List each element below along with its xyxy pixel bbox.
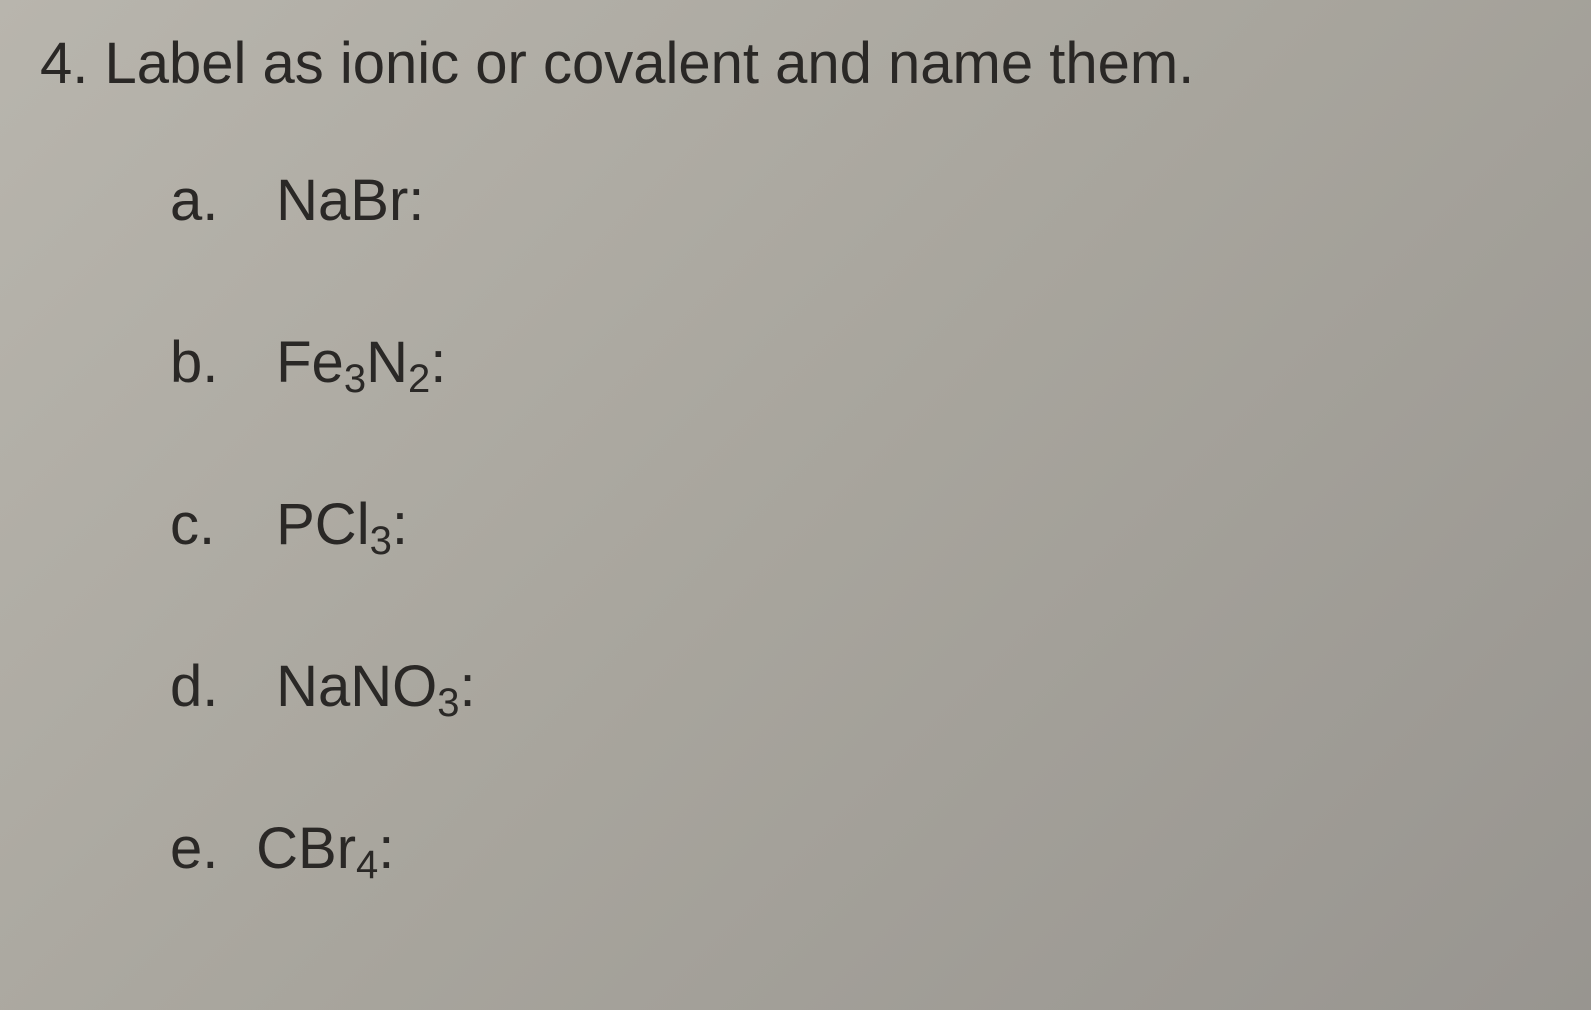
formula-fe3n2: Fe3N2: xyxy=(276,330,446,395)
question-header: 4. Label as ionic or covalent and name t… xyxy=(40,30,1551,97)
item-letter: a. xyxy=(170,167,260,234)
item-e: e. CBr4: xyxy=(170,815,1551,882)
item-b: b. Fe3N2: xyxy=(170,329,1551,396)
item-letter: c. xyxy=(170,491,260,558)
formula-nano3: NaNO3: xyxy=(276,654,476,719)
formula-pcl3: PCl3: xyxy=(276,492,408,557)
question-number: 4. xyxy=(40,31,88,96)
formula-cbr4: CBr4: xyxy=(256,816,394,881)
item-letter: e. xyxy=(170,815,240,882)
formula-nabr: NaBr: xyxy=(276,168,424,233)
items-container: a. NaBr: b. Fe3N2: c. PCl3: d. NaNO3: e.… xyxy=(40,167,1551,882)
item-c: c. PCl3: xyxy=(170,491,1551,558)
item-letter: d. xyxy=(170,653,260,720)
item-letter: b. xyxy=(170,329,260,396)
item-d: d. NaNO3: xyxy=(170,653,1551,720)
question-prompt: Label as ionic or covalent and name them… xyxy=(105,31,1195,96)
item-a: a. NaBr: xyxy=(170,167,1551,234)
